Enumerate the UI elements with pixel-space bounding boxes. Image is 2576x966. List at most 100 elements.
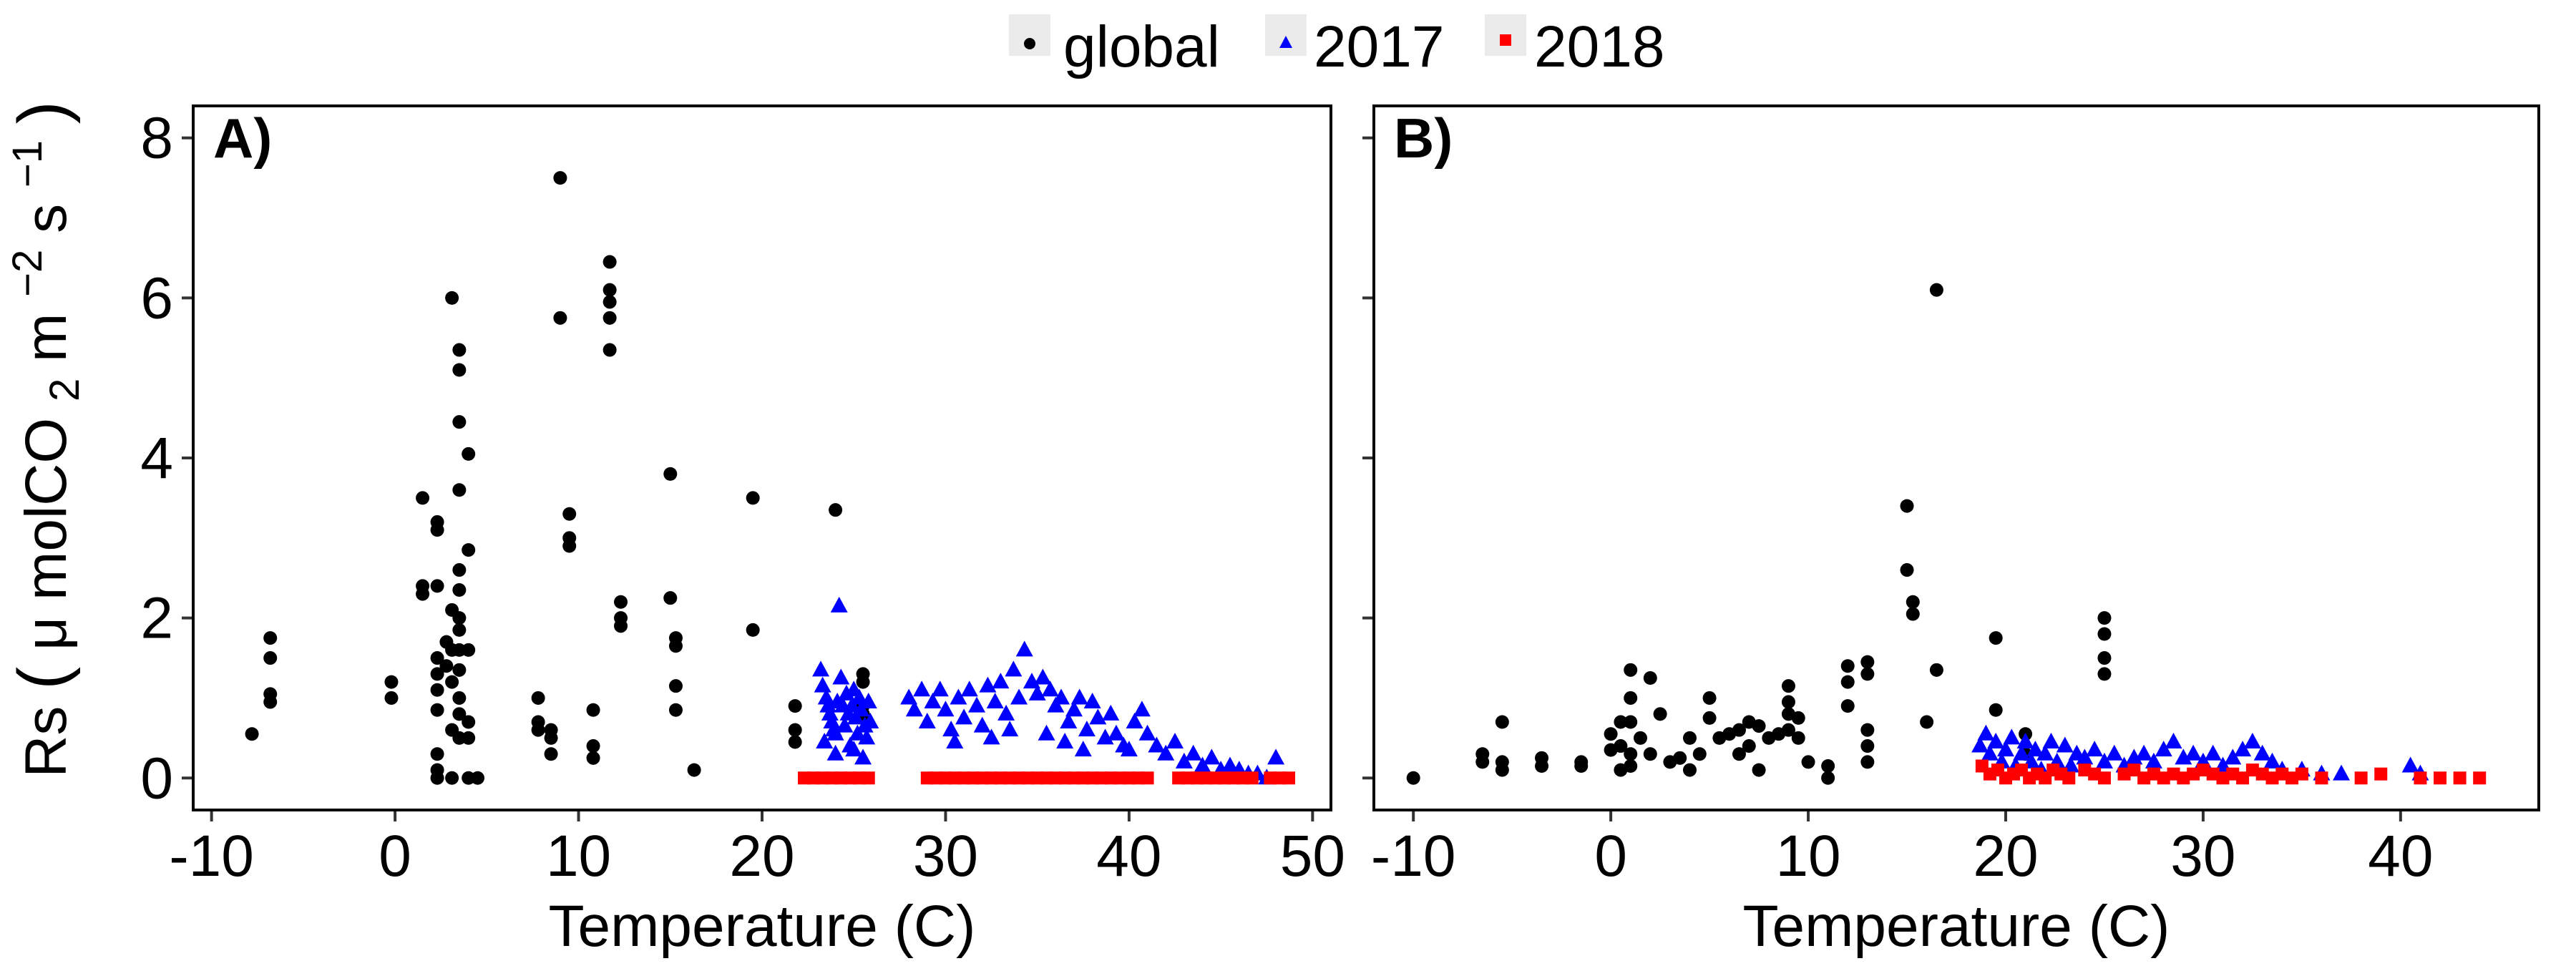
point-global [452,663,467,677]
point-2017 [1065,701,1083,717]
point-global [1791,711,1805,725]
point-global [1752,763,1766,777]
point-2018 [2147,767,2160,781]
point-2018 [2374,767,2388,781]
x-tick-label: 20 [729,824,794,889]
point-2017 [2224,748,2242,765]
point-2017 [1078,721,1096,737]
point-global [586,739,600,753]
point-2017 [1203,748,1221,765]
point-global [1624,663,1638,677]
point-2017 [900,688,918,705]
point-global [1643,671,1657,685]
point-2017 [2333,764,2351,781]
point-2018 [2236,771,2250,785]
panel-a-label: A) [213,107,272,170]
point-2018 [2245,763,2259,777]
point-2017 [2026,741,2044,757]
point-2017 [1107,724,1125,741]
point-2017 [858,728,876,745]
point-2017 [942,721,960,737]
point-2017 [2042,732,2060,748]
point-global [602,343,617,357]
panel-a-points [245,171,1296,785]
point-2017 [931,680,949,697]
point-2017 [2125,748,2143,765]
point-global [452,691,467,705]
point-global [1860,723,1875,737]
point-2017 [852,701,870,717]
point-2017 [955,708,973,725]
point-2017 [1015,640,1033,657]
point-global [471,771,484,785]
point-global [384,675,399,689]
point-2017 [992,673,1010,689]
point-global [263,695,278,709]
point-global [746,623,760,637]
point-global [1702,691,1717,705]
point-global [1920,715,1934,729]
point-2017 [2243,732,2261,748]
point-global [602,311,617,325]
point-global [245,727,259,741]
point-2017 [2013,744,2031,761]
point-2017 [1157,744,1175,761]
legend-label-2018: 2018 [1534,14,1664,79]
point-2018 [2062,771,2076,785]
point-global [602,295,617,309]
x-tick-label: 0 [379,824,411,889]
point-2018 [2285,771,2299,785]
point-global [430,747,444,761]
point-2017 [2135,744,2153,761]
point-2018 [2157,771,2170,785]
point-global [746,491,760,505]
point-2017 [946,732,964,748]
panel-a-x-ticks: -10 0 10 20 30 40 50 [169,810,1345,889]
point-global [663,467,678,481]
point-global [430,523,444,537]
point-global [2097,611,2112,625]
x-tick-label: 0 [1594,824,1627,889]
point-global [430,771,444,785]
y-axis-label-s: s [14,204,79,233]
point-global [668,703,683,717]
point-global [416,491,430,505]
point-2017 [913,680,931,697]
point-2017 [905,701,923,717]
point-global [1860,655,1875,669]
point-2017 [1126,713,1143,728]
point-global [1624,691,1638,705]
point-global [1702,711,1717,725]
point-2017 [937,701,955,717]
x-tick-label: 10 [1775,824,1840,889]
legend-marker-2018 [1500,34,1511,46]
point-2017 [2185,744,2202,761]
point-global [430,683,444,697]
y-tick-label: 8 [140,106,173,171]
y-tick-label: 4 [140,426,173,491]
point-global [452,483,467,497]
point-global [856,675,870,689]
point-2018 [2265,771,2279,785]
y-axis-label-m: m [14,313,79,362]
point-2017 [2003,728,2021,745]
point-global [445,771,459,785]
point-global [663,591,678,605]
point-2018 [2473,771,2487,785]
point-global [462,715,476,729]
point-2017 [2056,736,2074,753]
point-2017 [1971,736,1989,753]
point-2017 [817,688,835,705]
point-global [1682,731,1697,745]
point-2017 [826,744,844,761]
point-global [1840,699,1855,713]
point-global [1906,595,1920,609]
point-2018 [2315,771,2328,785]
point-2017 [2234,741,2252,757]
point-global [1475,755,1490,769]
x-tick-label: 10 [546,824,611,889]
point-global [668,639,683,653]
y-tick-label: 6 [140,265,173,331]
point-2017 [2036,744,2054,761]
